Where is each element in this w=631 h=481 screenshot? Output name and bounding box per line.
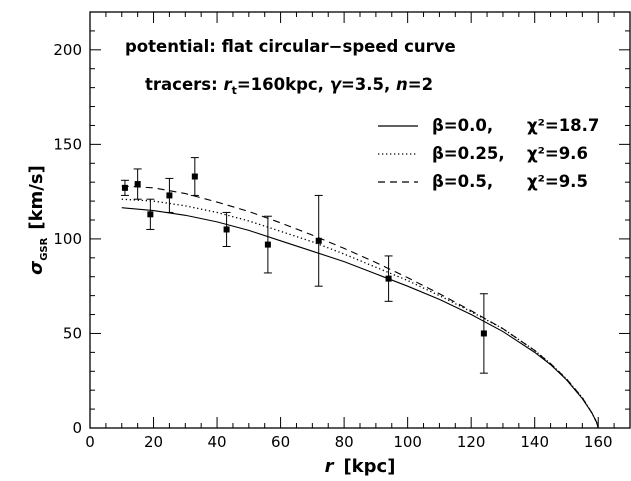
legend-chi2-beta-025: χ²=9.6: [527, 144, 588, 163]
axis-tick-labels: 0 20 40 60 80 100 120 140 160 0 50 100 150 200: [53, 41, 612, 451]
x-axis-label: r [kpc]: [325, 456, 396, 477]
data-point: [385, 275, 392, 282]
y-tick-label: 50: [63, 324, 82, 342]
y-tick-label: 0: [72, 419, 82, 437]
y-axis-subscript: GSR: [39, 237, 50, 260]
x-tick-label: 40: [208, 433, 227, 451]
annotation-gamma-value: =3.5,: [341, 75, 396, 94]
observed-points: [120, 157, 488, 374]
legend: β=0.0, χ²=18.7 β=0.25, χ²=9.6 β=0.5, χ²=…: [378, 116, 599, 191]
legend-label-beta-05: β=0.5,: [432, 172, 493, 191]
annotation-gamma-symbol: γ: [330, 75, 343, 94]
legend-chi2-beta-05: χ²=9.5: [527, 172, 588, 191]
annotation-tracers: tracers: rt=160kpc, γ=3.5, n=2: [145, 75, 433, 97]
x-tick-label: 0: [85, 433, 95, 451]
data-point: [191, 173, 198, 180]
curve-solid: [121, 207, 599, 429]
curve-dashed: [121, 185, 599, 429]
data-point: [134, 181, 141, 188]
data-point: [147, 211, 154, 218]
x-tick-label: 80: [335, 433, 354, 451]
annotation-rt-symbol: r: [223, 75, 232, 94]
data-point: [121, 184, 128, 191]
x-tick-label: 60: [271, 433, 290, 451]
x-tick-label: 20: [144, 433, 163, 451]
legend-chi2-beta-0: χ²=18.7: [527, 116, 599, 135]
annotation-tracers-prefix: tracers:: [145, 75, 223, 94]
y-axis-symbol: σ: [26, 260, 47, 275]
x-axis-symbol: r: [325, 456, 335, 477]
y-tick-label: 100: [53, 230, 82, 248]
annotation-rt-sub: t: [232, 84, 237, 97]
x-tick-label: 120: [457, 433, 486, 451]
data-point: [315, 237, 322, 244]
data-point: [166, 192, 173, 199]
y-axis-label: σGSR [km/s]: [26, 165, 50, 275]
x-tick-label: 140: [520, 433, 549, 451]
x-axis-unit: [kpc]: [343, 456, 395, 477]
axis-ticks: [89, 12, 630, 429]
annotation-rt-value: =160kpc,: [237, 75, 330, 94]
y-axis-unit: [km/s]: [26, 165, 47, 229]
annotation-n-symbol: n: [396, 75, 408, 94]
legend-label-beta-0: β=0.0,: [432, 116, 493, 135]
annotation-potential: potential: flat circular−speed curve: [125, 37, 456, 56]
curve-dotted: [121, 198, 599, 429]
annotation-n-value: =2: [408, 75, 433, 94]
x-tick-label: 160: [584, 433, 613, 451]
y-tick-label: 150: [53, 135, 82, 153]
model-curves: [121, 185, 599, 429]
legend-label-beta-025: β=0.25,: [432, 144, 505, 163]
x-tick-label: 100: [393, 433, 422, 451]
data-point: [480, 330, 487, 337]
data-point: [264, 241, 271, 248]
y-tick-label: 200: [53, 41, 82, 59]
data-point: [223, 226, 230, 233]
